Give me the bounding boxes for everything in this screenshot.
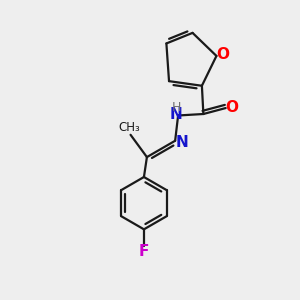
Text: H: H: [172, 101, 181, 114]
Text: CH₃: CH₃: [118, 121, 140, 134]
Text: N: N: [175, 135, 188, 150]
Text: F: F: [139, 244, 149, 259]
Text: O: O: [217, 47, 230, 62]
Text: N: N: [170, 107, 183, 122]
Text: O: O: [226, 100, 239, 115]
